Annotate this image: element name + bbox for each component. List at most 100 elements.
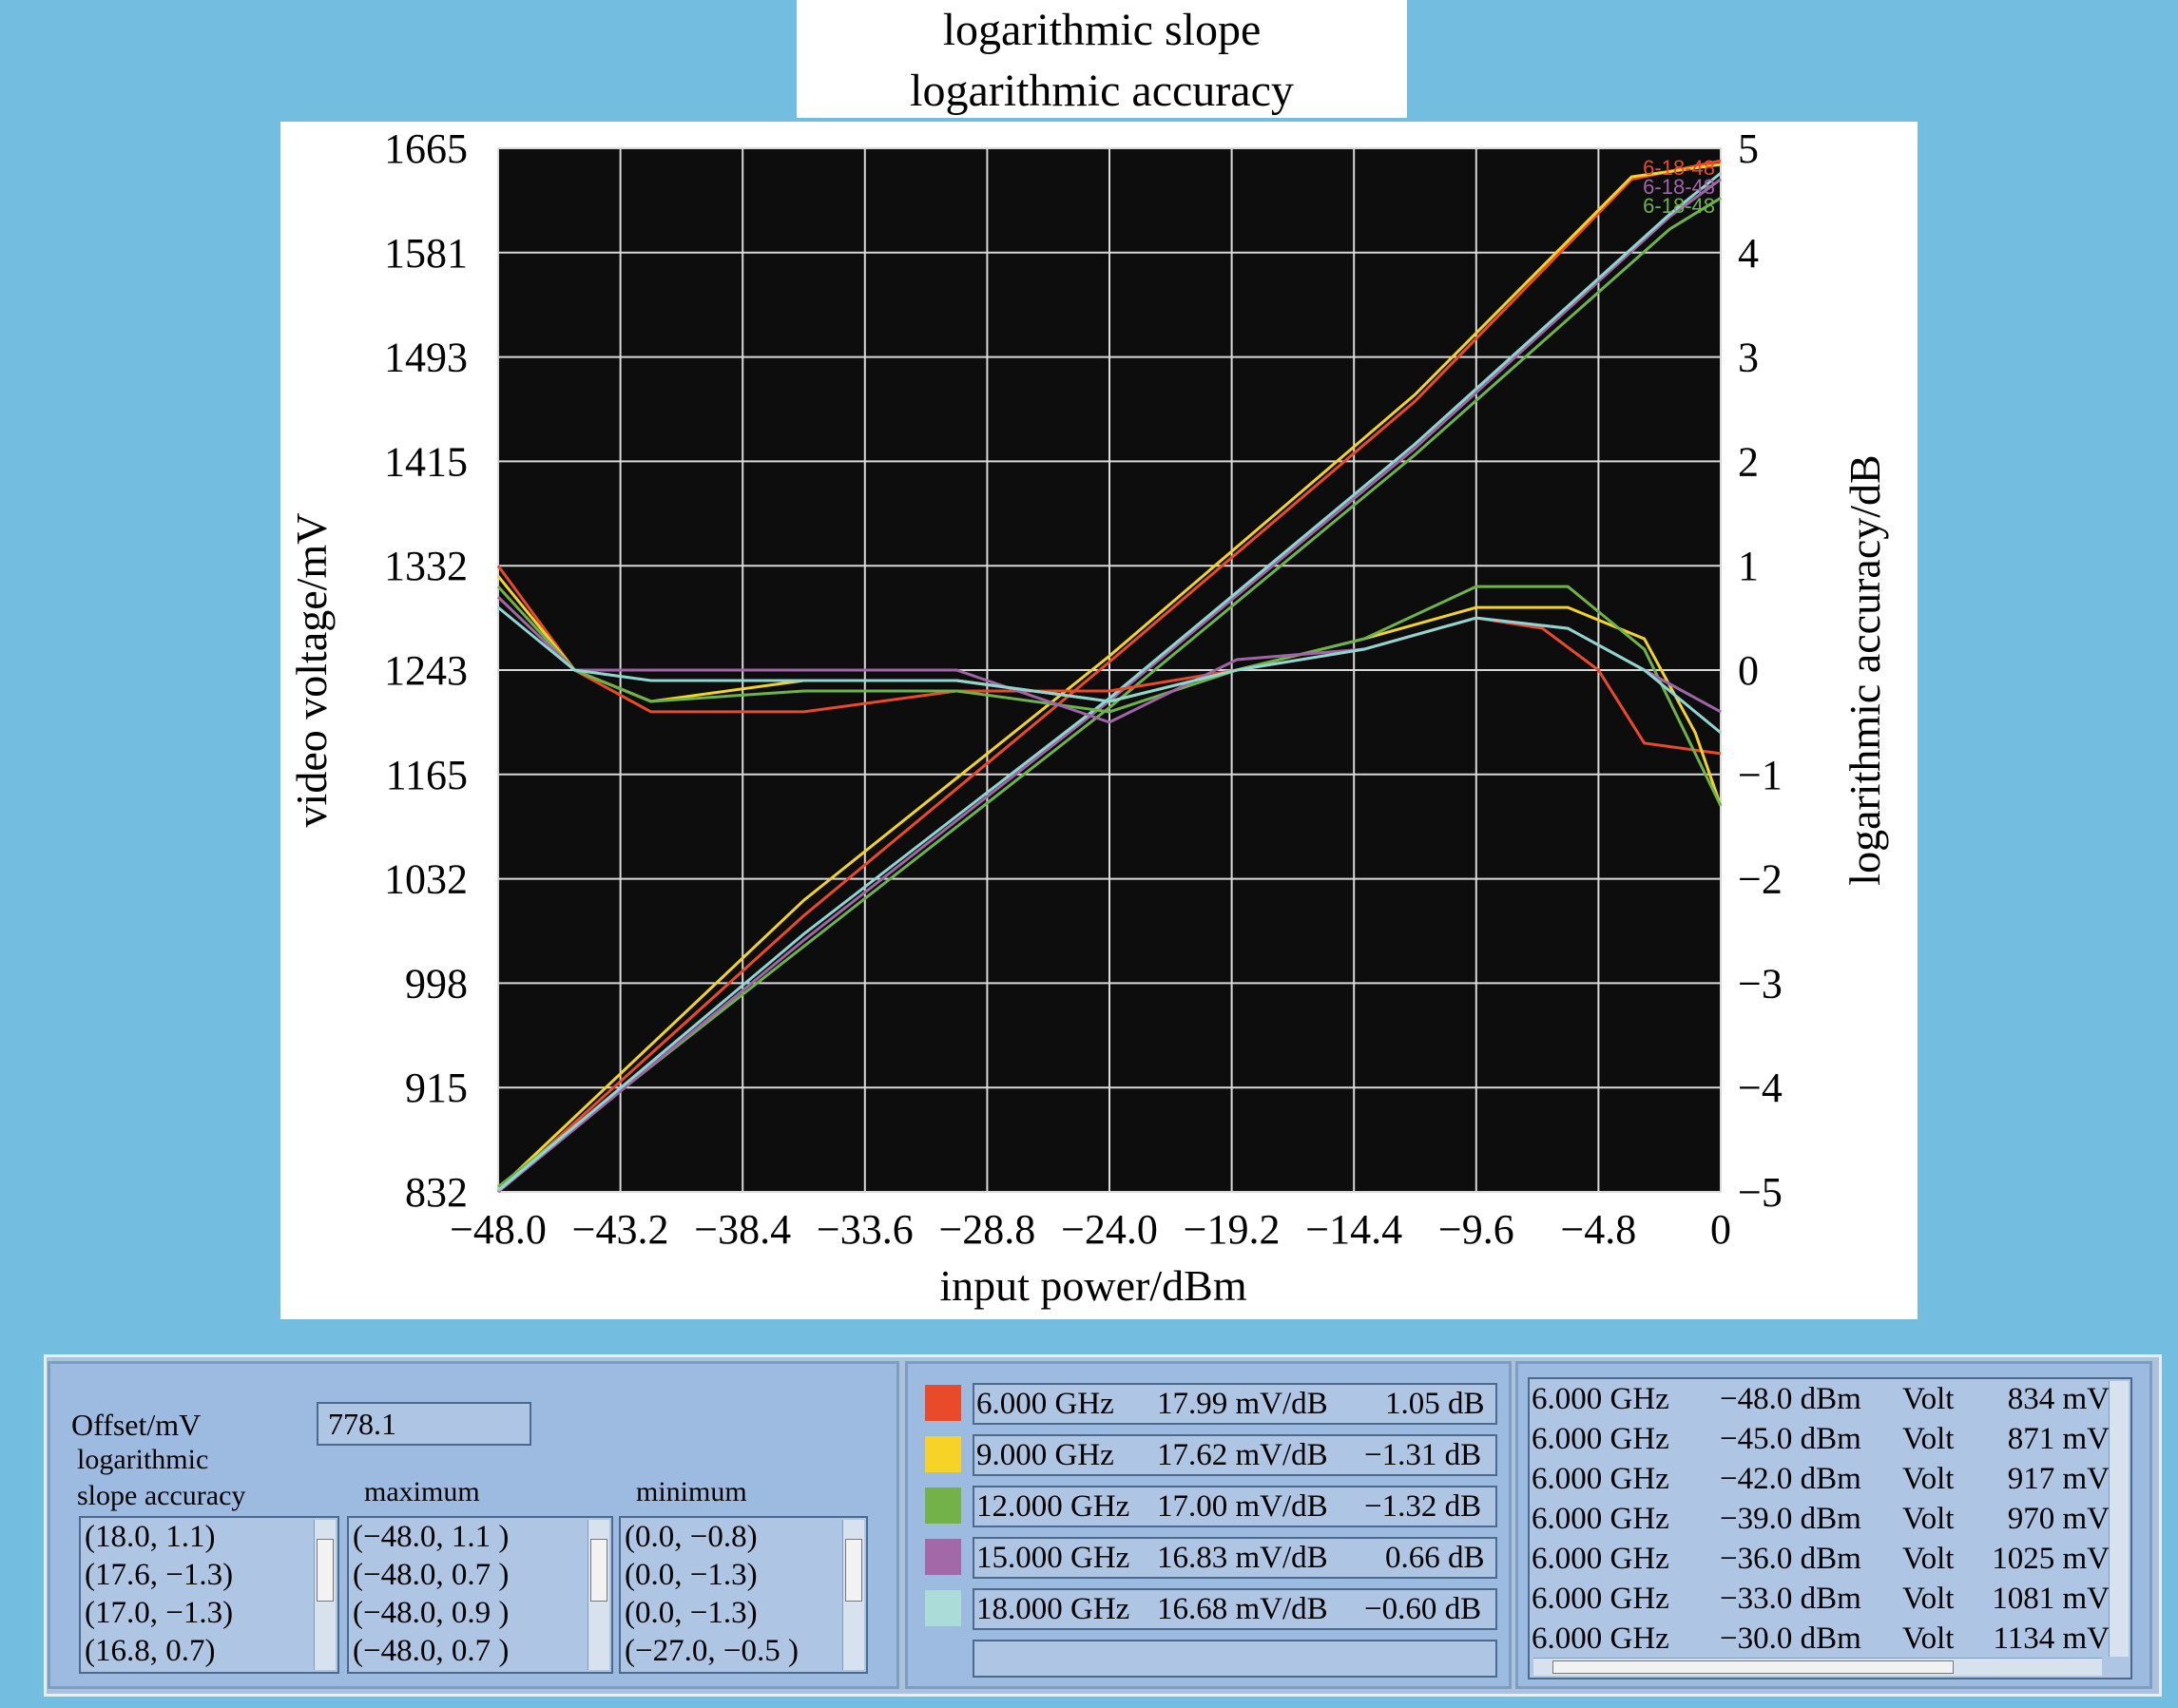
- color-swatch-yellow: [925, 1436, 961, 1472]
- measurement-row[interactable]: 6.000 GHz −30.0 dBm Volt 1134 mV: [1530, 1619, 2110, 1659]
- measurement-power: −42.0 dBm: [1720, 1462, 1861, 1496]
- frequency-value: 6.000 GHz: [976, 1387, 1114, 1421]
- x-tick-label: −28.8: [938, 1206, 1035, 1253]
- horizontal-scrollbar[interactable]: [1533, 1658, 2102, 1676]
- empty-row[interactable]: [973, 1640, 1497, 1678]
- color-swatch-green: [925, 1487, 961, 1524]
- legend-tag: 6-18-48: [1643, 156, 1715, 180]
- measurement-row[interactable]: 6.000 GHz −48.0 dBm Volt 834 mV: [1530, 1379, 2110, 1419]
- color-swatch-purple: [925, 1539, 961, 1575]
- slope-accuracy-list[interactable]: (18.0, 1.1) (17.6, −1.3) (17.0, −1.3) (1…: [79, 1516, 339, 1674]
- x-tick-label: 0: [1710, 1206, 1731, 1253]
- measurement-frequency: 6.000 GHz: [1532, 1382, 1669, 1416]
- scrollbar-thumb[interactable]: [590, 1539, 607, 1602]
- list-item[interactable]: (0.0, −0.8): [625, 1520, 758, 1554]
- maximum-list[interactable]: (−48.0, 1.1 ) (−48.0, 0.7 ) (−48.0, 0.9 …: [347, 1516, 613, 1674]
- x-tick-label: −48.0: [450, 1206, 547, 1253]
- frequency-row[interactable]: 18.000 GHz 16.68 mV/dB −0.60 dB: [973, 1588, 1497, 1630]
- voltage-series-line: [496, 163, 1722, 1191]
- measurement-frequency: 6.000 GHz: [1532, 1422, 1669, 1456]
- accuracy-value: −0.60 dB: [1364, 1592, 1482, 1626]
- list-item[interactable]: (16.8, 0.7): [85, 1634, 216, 1668]
- frequency-row[interactable]: 6.000 GHz 17.99 mV/dB 1.05 dB: [973, 1383, 1497, 1425]
- voltage-series-group: [496, 159, 1722, 1194]
- offset-panel: Offset/mV 778.1 logarithmic slope accura…: [48, 1361, 899, 1689]
- chart-title-box: logarithmic slope logarithmic accuracy: [797, 0, 1407, 118]
- slope-header-line1: logarithmic: [77, 1444, 209, 1475]
- scrollbar[interactable]: [2109, 1381, 2129, 1657]
- voltage-series-line: [497, 197, 1722, 1188]
- y-right-tick-label: −2: [1738, 856, 1783, 903]
- scrollbar[interactable]: [588, 1520, 609, 1670]
- y-left-tick-label: 1415: [384, 438, 468, 485]
- legend-tags: 6-18-486-18-486-18-48: [1643, 156, 1715, 218]
- x-axis-label: input power/dBm: [939, 1261, 1246, 1310]
- list-item[interactable]: (0.0, −1.3): [625, 1558, 758, 1592]
- slope-value: 16.83 mV/dB: [1157, 1541, 1328, 1575]
- y-right-tick-label: −5: [1738, 1169, 1783, 1216]
- measurement-frequency: 6.000 GHz: [1532, 1582, 1669, 1616]
- frequency-row[interactable]: 9.000 GHz 17.62 mV/dB −1.31 dB: [973, 1434, 1497, 1476]
- y-left-tick-label: 832: [405, 1169, 468, 1216]
- offset-field[interactable]: 778.1: [317, 1402, 531, 1446]
- x-tick-label: −14.4: [1305, 1206, 1402, 1253]
- measurement-row[interactable]: 6.000 GHz −36.0 dBm Volt 1025 mV: [1530, 1539, 2110, 1579]
- list-item[interactable]: (17.6, −1.3): [85, 1558, 234, 1592]
- measurement-list[interactable]: 6.000 GHz −48.0 dBm Volt 834 mV 6.000 GH…: [1528, 1377, 2132, 1679]
- y-right-tick-label: 2: [1738, 438, 1759, 485]
- y-left-tick-label: 1332: [384, 543, 468, 589]
- scrollbar-thumb[interactable]: [845, 1539, 862, 1602]
- list-item[interactable]: (−48.0, 0.9 ): [353, 1596, 510, 1630]
- voltage-series-line: [497, 171, 1722, 1192]
- accuracy-series-line: [497, 605, 1722, 735]
- measurement-kind: Volt: [1902, 1422, 1955, 1456]
- frequency-panel: 6.000 GHz 17.99 mV/dB 1.05 dB 9.000 GHz …: [905, 1361, 1512, 1689]
- y-left-tick-label: 915: [405, 1065, 468, 1111]
- scrollbar[interactable]: [314, 1520, 336, 1670]
- x-tick-label: −43.2: [572, 1206, 669, 1253]
- measurement-row[interactable]: 6.000 GHz −45.0 dBm Volt 871 mV: [1530, 1419, 2110, 1459]
- y-right-tick-label: 0: [1738, 647, 1759, 694]
- color-swatch-red: [925, 1385, 961, 1421]
- title-line-accuracy: logarithmic accuracy: [910, 66, 1294, 116]
- y-right-tick-label: −4: [1738, 1065, 1783, 1111]
- measurement-row[interactable]: 6.000 GHz −39.0 dBm Volt 970 mV: [1530, 1499, 2110, 1539]
- list-item[interactable]: (−48.0, 0.7 ): [353, 1634, 510, 1668]
- measurement-value: 1025 mV: [1992, 1542, 2110, 1576]
- frequency-row[interactable]: 15.000 GHz 16.83 mV/dB 0.66 dB: [973, 1537, 1497, 1579]
- list-item[interactable]: (0.0, −1.3): [625, 1596, 758, 1630]
- voltage-series-line: [496, 159, 1722, 1194]
- list-item[interactable]: (−48.0, 0.7 ): [353, 1558, 510, 1592]
- list-item[interactable]: (18.0, 1.1): [85, 1520, 216, 1554]
- accuracy-value: 1.05 dB: [1385, 1387, 1485, 1421]
- y-right-tick-label: 1: [1738, 543, 1759, 589]
- list-item[interactable]: (−48.0, 1.1 ): [353, 1520, 510, 1554]
- x-tick-label: −9.6: [1438, 1206, 1514, 1253]
- accuracy-series-group: [496, 565, 1723, 807]
- y-left-tick-label: 1165: [386, 752, 468, 798]
- measurement-power: −36.0 dBm: [1720, 1542, 1861, 1576]
- measurement-kind: Volt: [1902, 1582, 1955, 1616]
- y-left-tick-label: 1032: [384, 856, 468, 903]
- y-right-tick-label: 5: [1738, 125, 1759, 172]
- measurement-kind: Volt: [1902, 1622, 1955, 1656]
- scrollbar[interactable]: [842, 1520, 864, 1670]
- measurement-row[interactable]: 6.000 GHz −33.0 dBm Volt 1081 mV: [1530, 1579, 2110, 1619]
- voltage-series-line: [497, 178, 1722, 1194]
- scrollbar-thumb[interactable]: [317, 1539, 334, 1602]
- list-item[interactable]: (17.0, −1.3): [85, 1596, 234, 1630]
- list-item[interactable]: (−27.0, −0.5 ): [625, 1634, 799, 1668]
- measurement-value: 871 mV: [2007, 1422, 2110, 1456]
- color-swatch-cyan: [925, 1590, 961, 1626]
- measurement-frequency: 6.000 GHz: [1532, 1622, 1669, 1656]
- y-right-tick-label: 3: [1738, 335, 1759, 381]
- minimum-list[interactable]: (0.0, −0.8) (0.0, −1.3) (0.0, −1.3) (−27…: [619, 1516, 868, 1674]
- measurement-row[interactable]: 6.000 GHz −42.0 dBm Volt 917 mV: [1530, 1459, 2110, 1499]
- y-axis-right-label: logarithmic accuracy/dB: [1841, 454, 1889, 885]
- y-right-tick-labels: 5 4 3 2 1 0 −1 −2 −3 −4 −5: [1738, 125, 1783, 1216]
- measurement-frequency: 6.000 GHz: [1532, 1542, 1669, 1576]
- scrollbar-thumb[interactable]: [1552, 1660, 1954, 1674]
- legend-tag: 6-18-48: [1643, 175, 1715, 199]
- frequency-row[interactable]: 12.000 GHz 17.00 mV/dB −1.32 dB: [973, 1486, 1497, 1527]
- measurement-kind: Volt: [1902, 1462, 1955, 1496]
